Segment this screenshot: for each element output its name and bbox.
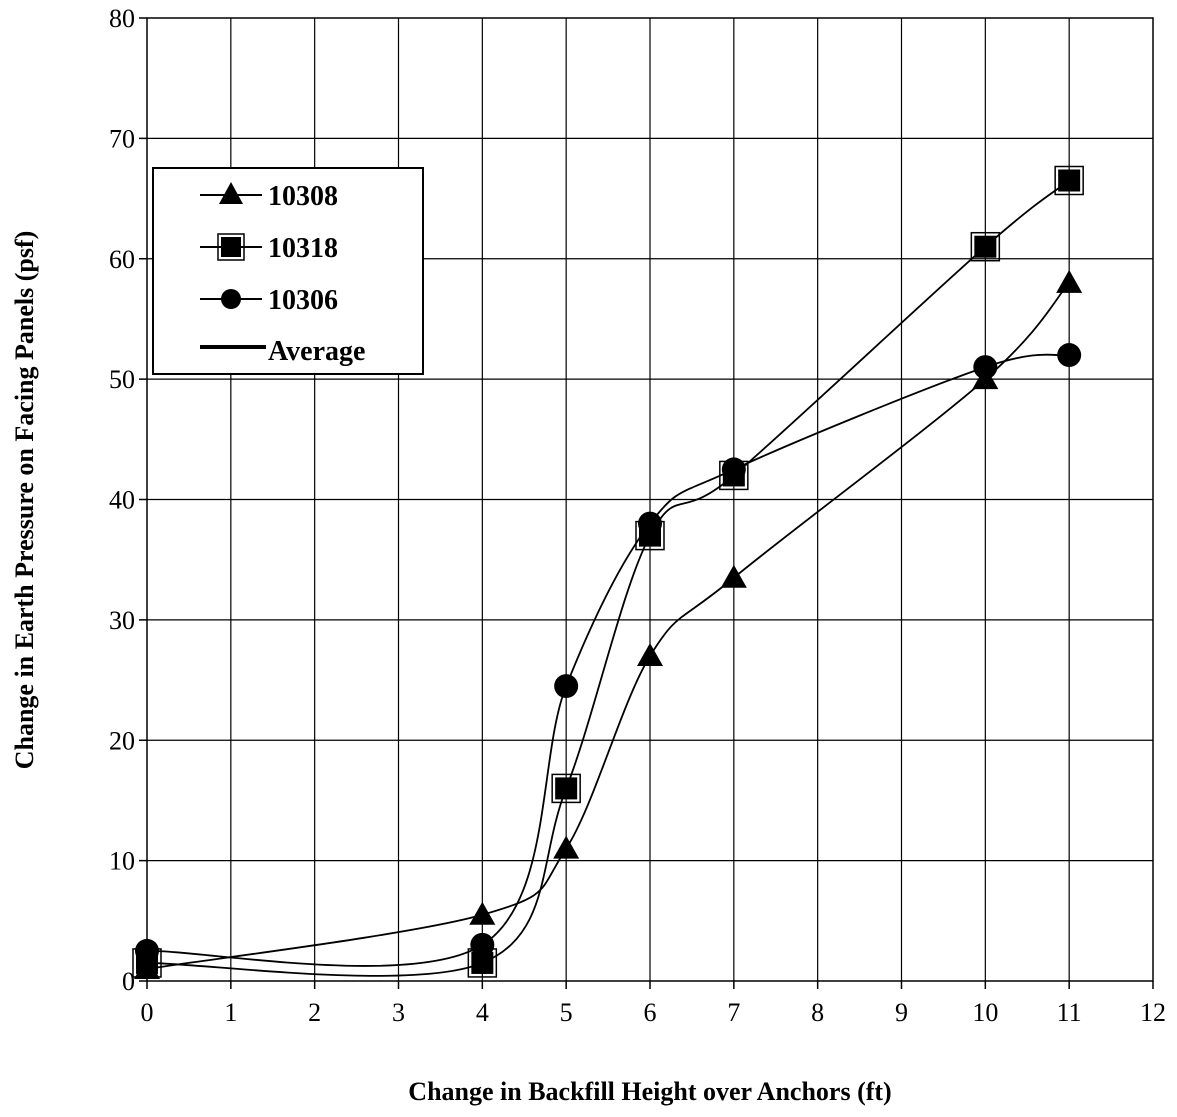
y-tick-label: 30 [109, 606, 135, 635]
y-tick-label: 80 [109, 4, 135, 33]
x-tick-label: 2 [308, 998, 321, 1027]
data-point-circle [973, 355, 998, 380]
y-axis-title: Change in Earth Pressure on Facing Panel… [10, 231, 39, 770]
x-tick-label: 0 [141, 998, 154, 1027]
x-tick-label: 4 [476, 998, 489, 1027]
x-axis-title: Change in Backfill Height over Anchors (… [408, 1077, 891, 1106]
series-line-10306 [146, 353, 1070, 967]
y-tick-label: 60 [109, 245, 135, 274]
legend-marker-square [221, 237, 241, 257]
data-point-triangle [720, 564, 747, 588]
y-tick-label: 10 [109, 847, 135, 876]
series-layer [132, 165, 1084, 979]
x-tick-label: 10 [972, 998, 998, 1027]
data-point-square [471, 951, 494, 974]
y-tick-label: 70 [109, 124, 135, 153]
legend: 10308 10318 10306 Average [152, 167, 424, 375]
y-tick-label: 50 [109, 365, 135, 394]
y-tick-label: 40 [109, 486, 135, 515]
data-point-circle [638, 511, 662, 536]
data-point-circle [470, 932, 495, 957]
x-tick-label: 8 [811, 998, 824, 1027]
x-tick-label: 3 [392, 998, 405, 1027]
legend-label-10308: 10308 [268, 181, 338, 212]
x-tick-label: 12 [1140, 998, 1166, 1027]
x-tick-label: 11 [1057, 998, 1082, 1027]
data-point-circle [135, 938, 159, 963]
legend-label-10318: 10318 [268, 233, 338, 264]
data-point-circle [1057, 343, 1082, 368]
legend-marker-circle [221, 289, 241, 309]
x-tick-label: 9 [895, 998, 908, 1027]
data-point-square-frame [970, 231, 1001, 262]
data-point-triangle [469, 901, 496, 925]
legend-label-average: Average [268, 336, 365, 367]
legend-box [152, 167, 424, 375]
y-tick-label: 20 [109, 726, 135, 755]
x-tick-label: 5 [560, 998, 573, 1027]
data-point-triangle [1056, 269, 1083, 293]
data-point-square [555, 777, 578, 800]
grid-layer [146, 17, 1154, 982]
data-point-circle [554, 674, 579, 699]
series-line-10318 [146, 179, 1070, 977]
data-point-square [1058, 169, 1081, 192]
data-point-square [974, 235, 997, 258]
y-tick-label: 0 [122, 967, 135, 996]
data-point-triangle [553, 835, 580, 859]
legend-marker-square-frame [217, 233, 245, 261]
data-point-square-frame [1054, 165, 1084, 196]
data-point-circle [721, 457, 746, 482]
legend-marker-triangle [219, 182, 243, 204]
data-point-triangle [637, 642, 663, 666]
x-tick-label: 6 [644, 998, 657, 1027]
data-point-square-frame [551, 773, 581, 804]
legend-label-10306: 10306 [268, 285, 338, 316]
x-tick-label: 7 [727, 998, 740, 1027]
x-tick-label: 1 [224, 998, 237, 1027]
